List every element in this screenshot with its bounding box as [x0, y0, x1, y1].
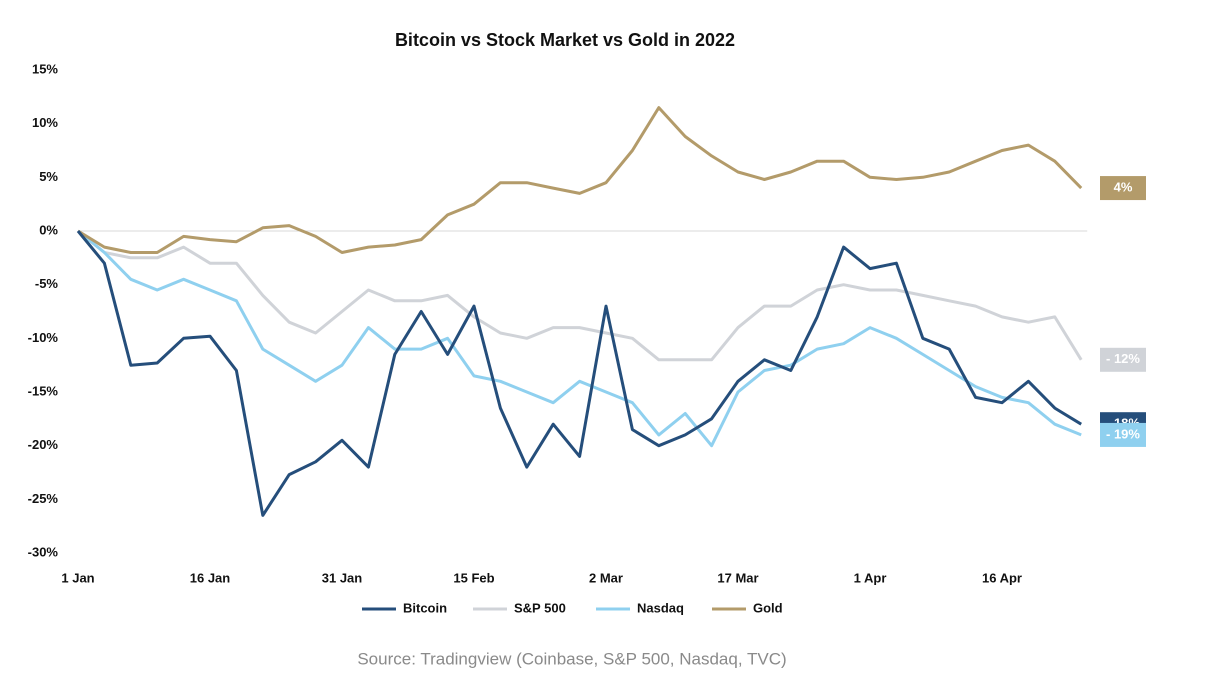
y-tick-label: 0% [39, 222, 58, 237]
legend-label: Bitcoin [403, 600, 447, 615]
x-tick-label: 1 Apr [854, 570, 887, 585]
y-tick-label: -25% [28, 491, 59, 506]
y-tick-label: -15% [28, 383, 59, 398]
series-line [77, 229, 1083, 362]
legend-label: S&P 500 [514, 600, 566, 615]
y-tick-label: -30% [28, 544, 59, 559]
y-tick-label: 5% [39, 169, 58, 184]
x-tick-label: 17 Mar [717, 570, 758, 585]
y-tick-label: 15% [32, 61, 58, 76]
chart-title: Bitcoin vs Stock Market vs Gold in 2022 [395, 30, 735, 50]
y-tick-label: -20% [28, 437, 59, 452]
series-line [76, 230, 1082, 517]
end-label: - 12% [1106, 351, 1140, 366]
y-tick-label: -10% [28, 330, 59, 345]
source-note: Source: Tradingview (Coinbase, S&P 500, … [357, 649, 786, 668]
legend-label: Gold [753, 600, 783, 615]
x-tick-label: 16 Apr [982, 570, 1022, 585]
y-tick-label: 10% [32, 115, 58, 130]
end-label-box [1100, 422, 1146, 447]
x-tick-label: 31 Jan [322, 570, 363, 585]
x-tick-label: 1 Jan [61, 570, 94, 585]
legend-label: Nasdaq [637, 600, 684, 615]
y-tick-label: -5% [35, 276, 59, 291]
end-label: 4% [1114, 180, 1133, 195]
x-tick-label: 16 Jan [190, 570, 231, 585]
series-line [77, 229, 1082, 448]
end-label-box [1100, 176, 1146, 201]
series-line [77, 106, 1083, 254]
end-label: - 19% [1106, 426, 1140, 441]
x-tick-label: 15 Feb [453, 570, 494, 585]
x-tick-label: 2 Mar [589, 570, 623, 585]
end-label-box [1100, 347, 1146, 372]
